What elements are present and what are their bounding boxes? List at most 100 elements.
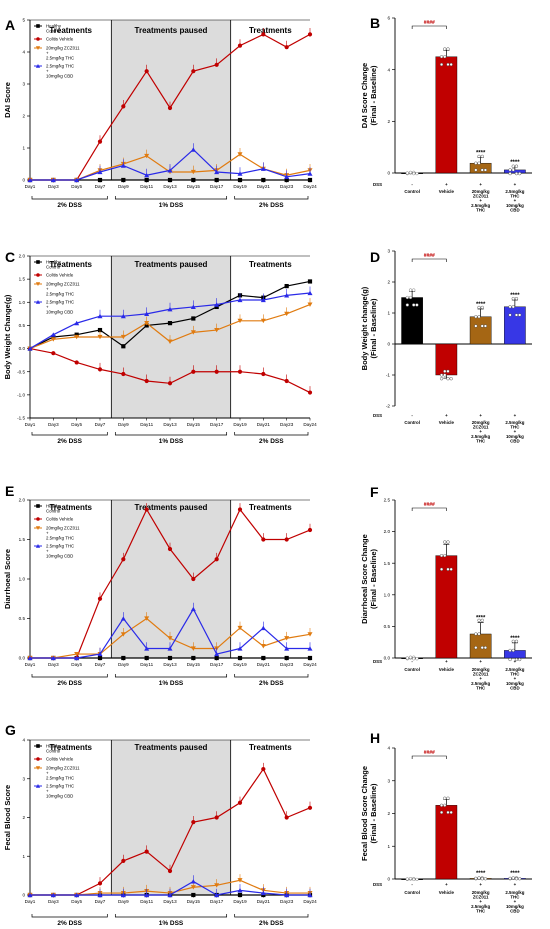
significance-stars: **** — [510, 636, 520, 642]
individual-point — [439, 55, 444, 59]
individual-point — [518, 172, 522, 176]
individual-point — [480, 618, 484, 622]
dss-row-label: DSS — [373, 659, 382, 664]
data-point — [214, 62, 219, 67]
dss-mark: + — [479, 182, 482, 187]
data-point — [214, 169, 220, 175]
data-point — [167, 636, 173, 641]
group-label: 2.5mg/kg — [471, 904, 490, 909]
data-point — [97, 334, 103, 340]
individual-point — [443, 554, 447, 558]
group-label: CBD — [510, 207, 520, 212]
y-tick-label: 4 — [22, 50, 25, 55]
legend-label: 20mg/kg ZCZ011 — [46, 282, 80, 287]
x-tick-label: Day9 — [118, 184, 129, 189]
data-point — [27, 177, 33, 183]
data-point — [214, 304, 219, 310]
bar — [435, 805, 458, 880]
individual-point — [439, 373, 444, 377]
dss-bracket — [234, 196, 309, 200]
vehicle-significance: #### — [424, 502, 435, 508]
data-point — [260, 644, 266, 649]
legend-label: 10mg/kg CBD — [46, 310, 73, 315]
individual-point — [508, 172, 512, 176]
individual-point — [477, 154, 481, 158]
data-point — [27, 892, 33, 898]
legend-label: + — [46, 287, 49, 292]
legend-entry-zcz_thc: 20mg/kg ZCZ011+2.5mg/kg THC — [34, 46, 80, 61]
data-point — [121, 177, 126, 183]
group-label: + — [514, 429, 517, 434]
series-thc_cbd — [27, 875, 313, 898]
data-point — [237, 625, 243, 631]
x-tick-label: Day15 — [187, 184, 201, 189]
data-point — [74, 334, 80, 340]
individual-point — [443, 373, 447, 377]
legend-label: Colitis Vehicle — [46, 37, 74, 42]
phase-header: Treatments paused — [135, 26, 208, 35]
dss-row-label: DSS — [373, 882, 382, 887]
data-point — [191, 576, 196, 582]
individual-point — [408, 288, 413, 292]
individual-point — [511, 305, 515, 309]
data-point — [307, 290, 313, 296]
x-tick-label: Day13 — [163, 422, 177, 427]
y-tick-label: 0 — [22, 178, 25, 183]
individual-point — [518, 877, 522, 881]
bar — [435, 56, 458, 174]
x-tick-label: Day11 — [140, 662, 153, 667]
individual-point — [443, 369, 447, 373]
data-point — [284, 655, 289, 661]
dss-row-label: DSS — [373, 182, 382, 187]
data-point — [191, 655, 196, 661]
individual-point — [415, 877, 419, 881]
individual-point — [405, 656, 409, 660]
data-point — [237, 888, 243, 893]
individual-point — [514, 877, 519, 881]
x-tick-label: Day15 — [187, 899, 201, 904]
data-point — [27, 346, 33, 351]
data-point — [97, 892, 103, 898]
group-label: THC — [510, 425, 520, 430]
dss-phase-label: 2% DSS — [57, 438, 82, 445]
y-axis-label: Body Weight change(g) — [360, 286, 369, 370]
individual-point — [449, 62, 453, 67]
group-label: Vehicle — [439, 189, 455, 194]
series-thc_cbd — [27, 602, 313, 661]
x-tick-label: Day3 — [48, 899, 59, 904]
individual-point — [412, 877, 416, 881]
data-point — [120, 632, 126, 637]
y-tick-label: 0.5 — [19, 323, 26, 328]
y-tick-label: 1.0 — [384, 592, 391, 597]
y-axis-label: Diarrhoeal Score Change — [360, 534, 369, 624]
dss-phase-label: 2% DSS — [57, 920, 82, 927]
individual-point — [511, 648, 515, 653]
individual-point — [405, 303, 409, 307]
data-point — [190, 879, 196, 884]
legend-label: Control — [46, 509, 60, 514]
y-tick-label: 1 — [22, 854, 25, 859]
data-point — [214, 815, 219, 820]
individual-point — [439, 62, 444, 67]
legend-entry-thc_cbd: 2.5mg/kg THC+10mg/kg CBD — [34, 544, 74, 559]
legend-marker — [35, 46, 41, 50]
dss-bracket — [234, 914, 309, 918]
data-point — [74, 332, 79, 337]
phase-header: Treatments — [49, 503, 92, 512]
data-point — [237, 369, 243, 374]
data-point — [50, 332, 56, 337]
dss-bracket — [114, 914, 228, 918]
phase-header: Treatments — [249, 26, 292, 35]
individual-point — [443, 796, 447, 800]
dss-mark: + — [514, 659, 517, 664]
individual-point — [408, 170, 413, 174]
group-label: 20mg/kg — [472, 890, 490, 895]
dss-mark: + — [479, 659, 482, 664]
legend-entry-vehicle: Colitis Vehicle — [34, 273, 74, 278]
data-point — [191, 892, 196, 898]
legend-marker — [36, 757, 40, 761]
bar — [401, 172, 423, 175]
dss-mark: + — [445, 659, 448, 664]
individual-point — [449, 377, 453, 381]
